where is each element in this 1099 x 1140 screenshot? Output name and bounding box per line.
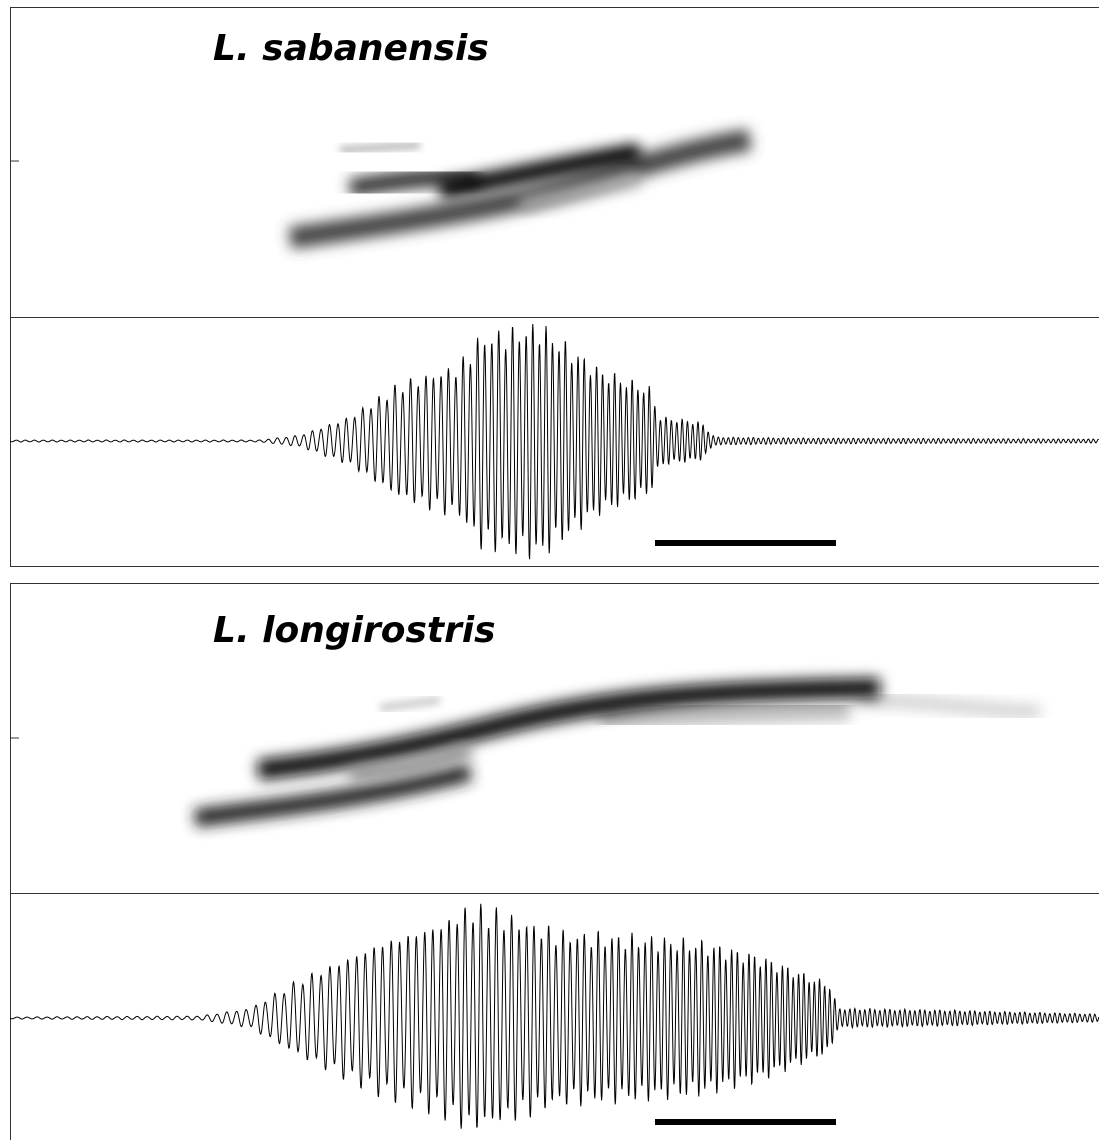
- waveform: [9, 323, 1099, 560]
- waveform-frame: [10, 893, 1099, 1140]
- spectrogram: [288, 129, 752, 249]
- species-label: L. longirostris: [213, 610, 496, 651]
- species-label: L. sabanensis: [213, 28, 489, 69]
- waveform: [9, 903, 1099, 1129]
- spectrogram: [193, 678, 1041, 827]
- spectrogram-frame: [10, 583, 1099, 894]
